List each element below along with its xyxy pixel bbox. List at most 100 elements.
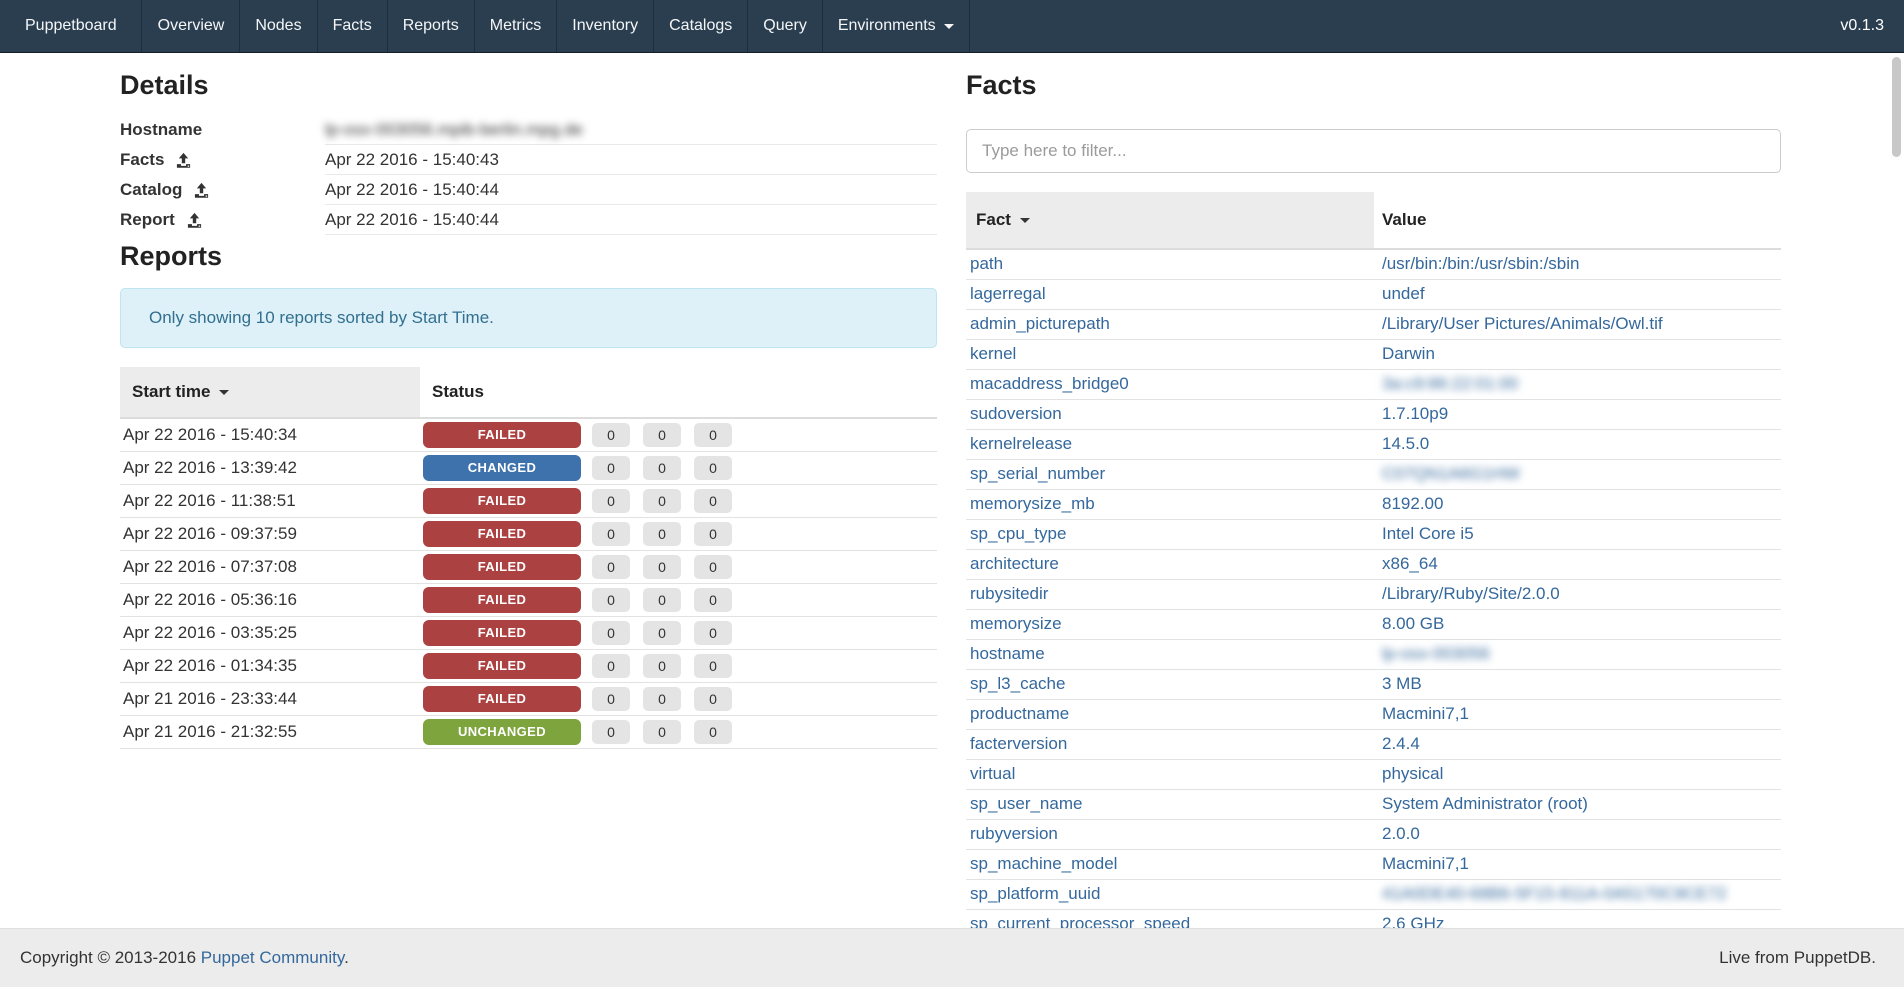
fact-value-cell: 14.5.0 bbox=[1374, 429, 1781, 460]
fact-value: physical bbox=[1382, 764, 1444, 783]
fact-name-cell: kernelrelease bbox=[966, 429, 1374, 460]
fact-name-cell: sp_l3_cache bbox=[966, 669, 1374, 700]
fact-value-cell: 41A0DE40-68B6-5F15-811A-0A5170C9CE72 bbox=[1374, 879, 1781, 910]
report-row[interactable]: Apr 22 2016 - 15:40:34 FAILED 0 0 0 bbox=[120, 418, 937, 452]
report-status-badge: FAILED bbox=[423, 520, 581, 547]
details-value: Apr 22 2016 - 15:40:43 bbox=[325, 145, 937, 175]
report-row[interactable]: Apr 21 2016 - 21:32:55 UNCHANGED 0 0 0 bbox=[120, 715, 937, 749]
puppet-community-link[interactable]: Puppet Community bbox=[200, 948, 345, 967]
details-value: Apr 22 2016 - 15:40:44 bbox=[325, 175, 937, 205]
fact-name-link[interactable]: memorysize bbox=[970, 614, 1062, 633]
nav-item-environments[interactable]: Environments bbox=[823, 0, 970, 52]
fact-value: 2.4.4 bbox=[1382, 734, 1420, 753]
fact-name-link[interactable]: kernelrelease bbox=[970, 434, 1073, 453]
fact-name-link[interactable]: memorysize_mb bbox=[970, 494, 1095, 513]
fact-name-link[interactable]: rubysitedir bbox=[970, 584, 1049, 603]
fact-value-cell: x86_64 bbox=[1374, 549, 1781, 580]
report-count-badge: 0 bbox=[694, 587, 732, 612]
fact-name-cell: virtual bbox=[966, 759, 1374, 790]
reports-notice-text: Only showing 10 reports sorted by Start … bbox=[149, 308, 494, 327]
report-row[interactable]: Apr 22 2016 - 09:37:59 FAILED 0 0 0 bbox=[120, 517, 937, 551]
report-row[interactable]: Apr 22 2016 - 01:34:35 FAILED 0 0 0 bbox=[120, 649, 937, 683]
fact-row: sp_platform_uuid 41A0DE40-68B6-5F15-811A-… bbox=[966, 879, 1781, 910]
report-row[interactable]: Apr 22 2016 - 07:37:08 FAILED 0 0 0 bbox=[120, 550, 937, 584]
reports-notice: Only showing 10 reports sorted by Start … bbox=[120, 288, 937, 348]
details-table: Hostname lp-osx-003056.mpib-berlin.mpg.de… bbox=[120, 115, 937, 235]
fact-name-link[interactable]: lagerregal bbox=[970, 284, 1046, 303]
report-row[interactable]: Apr 22 2016 - 11:38:51 FAILED 0 0 0 bbox=[120, 484, 937, 518]
report-count-badge: 0 bbox=[592, 620, 630, 645]
upload-icon[interactable] bbox=[193, 182, 210, 199]
report-row[interactable]: Apr 22 2016 - 13:39:42 CHANGED 0 0 0 bbox=[120, 451, 937, 485]
fact-name-link[interactable]: rubyversion bbox=[970, 824, 1058, 843]
fact-name-cell: sp_user_name bbox=[966, 789, 1374, 820]
fact-name-link[interactable]: sudoversion bbox=[970, 404, 1062, 423]
nav-item-facts[interactable]: Facts bbox=[318, 0, 388, 52]
fact-name-cell: facterversion bbox=[966, 729, 1374, 760]
report-status-group: FAILED 0 0 0 bbox=[420, 487, 937, 514]
nav-item-reports[interactable]: Reports bbox=[388, 0, 475, 52]
report-count-badge: 0 bbox=[694, 653, 732, 678]
nav-item-inventory[interactable]: Inventory bbox=[557, 0, 655, 52]
report-start-time: Apr 22 2016 - 09:37:59 bbox=[120, 517, 420, 551]
fact-name-cell: kernel bbox=[966, 339, 1374, 370]
nav-item-query[interactable]: Query bbox=[748, 0, 823, 52]
facts-filter-input[interactable] bbox=[966, 129, 1781, 173]
report-row[interactable]: Apr 22 2016 - 03:35:25 FAILED 0 0 0 bbox=[120, 616, 937, 650]
report-count-badge: 0 bbox=[592, 521, 630, 546]
fact-name-link[interactable]: sp_user_name bbox=[970, 794, 1083, 813]
report-status-cell: FAILED 0 0 0 bbox=[420, 616, 937, 650]
fact-name-link[interactable]: productname bbox=[970, 704, 1070, 723]
nav-item-nodes[interactable]: Nodes bbox=[240, 0, 318, 52]
fact-name-link[interactable]: sp_l3_cache bbox=[970, 674, 1066, 693]
fact-value-cell: 2.4.4 bbox=[1374, 729, 1781, 760]
report-count-badge: 0 bbox=[592, 587, 630, 612]
chevron-down-icon bbox=[943, 23, 954, 29]
fact-row: sp_cpu_type Intel Core i5 bbox=[966, 519, 1781, 550]
fact-name-link[interactable]: facterversion bbox=[970, 734, 1068, 753]
report-count-badge: 0 bbox=[694, 488, 732, 513]
status-header-label: Status bbox=[432, 382, 484, 401]
report-status-group: FAILED 0 0 0 bbox=[420, 652, 937, 679]
nav-item-catalogs[interactable]: Catalogs bbox=[654, 0, 749, 52]
fact-name-link[interactable]: kernel bbox=[970, 344, 1017, 363]
fact-row: kernelrelease 14.5.0 bbox=[966, 429, 1781, 460]
copyright-period: . bbox=[344, 948, 349, 967]
details-title: Details bbox=[120, 70, 209, 100]
nav-item-overview[interactable]: Overview bbox=[142, 0, 241, 52]
fact-name-cell: sp_cpu_type bbox=[966, 519, 1374, 550]
fact-name-link[interactable]: sp_serial_number bbox=[970, 464, 1106, 483]
report-count-badge: 0 bbox=[592, 719, 630, 744]
upload-icon[interactable] bbox=[186, 212, 203, 229]
fact-name-link[interactable]: hostname bbox=[970, 644, 1045, 663]
fact-value: Intel Core i5 bbox=[1382, 524, 1474, 543]
fact-row: sp_l3_cache 3 MB bbox=[966, 669, 1781, 700]
upload-icon[interactable] bbox=[175, 152, 192, 169]
facts-sort-header-fact[interactable]: Fact bbox=[966, 192, 1374, 250]
fact-name-link[interactable]: admin_picturepath bbox=[970, 314, 1110, 333]
navbar-brand[interactable]: Puppetboard bbox=[0, 0, 142, 52]
fact-name-link[interactable]: virtual bbox=[970, 764, 1016, 783]
reports-sort-header-start-time[interactable]: Start time bbox=[120, 367, 420, 419]
report-count-badge: 0 bbox=[643, 521, 681, 546]
vertical-scrollbar-thumb[interactable] bbox=[1892, 57, 1901, 157]
fact-name-link[interactable]: macaddress_bridge0 bbox=[970, 374, 1129, 393]
fact-value: x86_64 bbox=[1382, 554, 1438, 573]
fact-value: /Library/Ruby/Site/2.0.0 bbox=[1382, 584, 1560, 603]
report-row[interactable]: Apr 21 2016 - 23:33:44 FAILED 0 0 0 bbox=[120, 682, 937, 716]
report-start-time: Apr 22 2016 - 01:34:35 bbox=[120, 649, 420, 683]
fact-name-link[interactable]: sp_cpu_type bbox=[970, 524, 1067, 543]
report-count-badge: 0 bbox=[694, 455, 732, 480]
fact-value: 8.00 GB bbox=[1382, 614, 1445, 633]
fact-name-link[interactable]: architecture bbox=[970, 554, 1059, 573]
report-row[interactable]: Apr 22 2016 - 05:36:16 FAILED 0 0 0 bbox=[120, 583, 937, 617]
fact-row: hostname lp-osx-003056 bbox=[966, 639, 1781, 670]
report-status-cell: FAILED 0 0 0 bbox=[420, 517, 937, 551]
fact-name-link[interactable]: sp_machine_model bbox=[970, 854, 1118, 873]
details-value-text: lp-osx-003056.mpib-berlin.mpg.de bbox=[325, 119, 583, 139]
fact-name-link[interactable]: sp_platform_uuid bbox=[970, 884, 1101, 903]
fact-name-link[interactable]: path bbox=[970, 254, 1004, 274]
details-row: Hostname lp-osx-003056.mpib-berlin.mpg.de bbox=[120, 115, 937, 145]
fact-value: /Library/User Pictures/Animals/Owl.tif bbox=[1382, 314, 1663, 333]
nav-item-metrics[interactable]: Metrics bbox=[475, 0, 558, 52]
